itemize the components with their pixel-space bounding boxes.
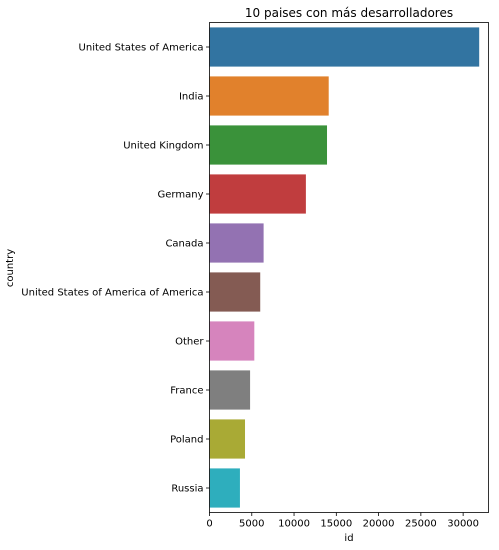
- x-tick-label: 15000: [320, 519, 352, 530]
- y-tick-label: Germany: [158, 190, 204, 201]
- bar-3: [209, 174, 306, 214]
- y-tick-label: India: [179, 92, 204, 103]
- y-tick-label: Russia: [171, 484, 203, 495]
- bar-9: [209, 468, 240, 508]
- x-tick-label: 10000: [278, 519, 310, 530]
- plot-frame: [209, 22, 489, 513]
- x-tick-label: 5000: [239, 519, 264, 530]
- chart-title: 10 paises con más desarrolladores: [245, 6, 453, 20]
- bar-8: [209, 419, 246, 459]
- bar-4: [209, 223, 264, 263]
- y-tick-label: Poland: [170, 435, 203, 446]
- x-tick-label: 0: [206, 519, 212, 530]
- bar-2: [209, 125, 328, 165]
- y-tick-label: France: [170, 386, 203, 397]
- bar-5: [209, 272, 261, 312]
- x-axis-label: id: [344, 533, 353, 544]
- y-axis-ticks: United States of America India United King…: [21, 43, 210, 495]
- bars-group: [209, 27, 480, 508]
- y-axis-label: country: [5, 249, 16, 287]
- y-tick-label: Other: [175, 337, 204, 348]
- x-tick-label: 20000: [363, 519, 395, 530]
- x-tick-label: 25000: [405, 519, 437, 530]
- bar-0: [209, 27, 480, 67]
- bar-6: [209, 321, 255, 361]
- y-tick-label: United Kingdom: [123, 141, 203, 152]
- bar-7: [209, 370, 251, 410]
- x-tick-label: 30000: [447, 519, 479, 530]
- y-tick-label: Canada: [165, 239, 203, 250]
- bar-1: [209, 76, 329, 116]
- x-axis-ticks: 0 5000 10000 15000 20000 25000 30000: [206, 512, 479, 530]
- y-tick-label: United States of America: [79, 43, 204, 54]
- y-tick-label: United States of America of America: [21, 288, 203, 299]
